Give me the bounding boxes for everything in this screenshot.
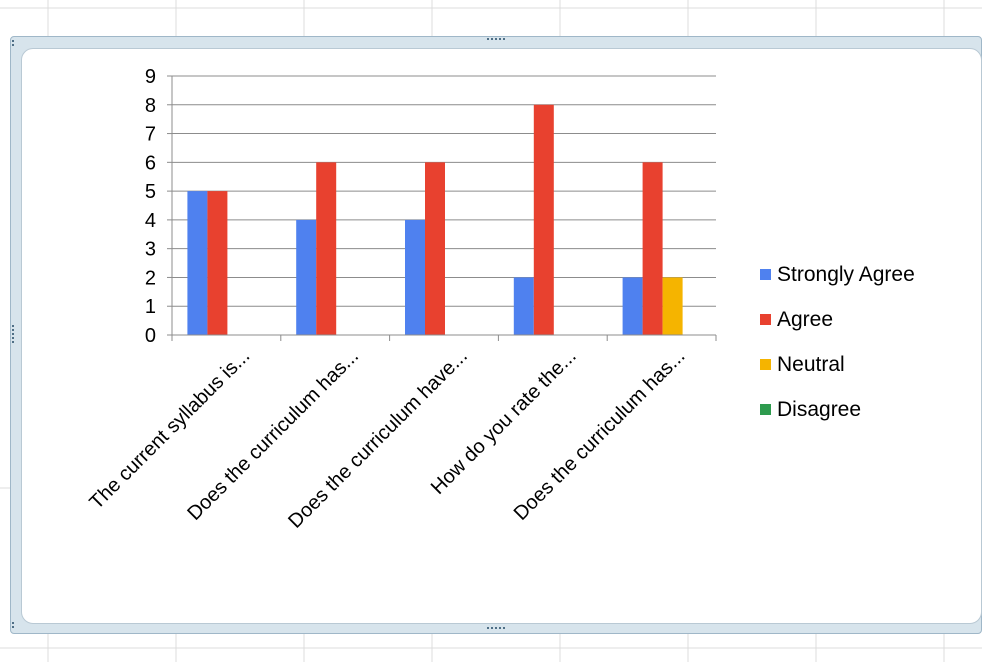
legend-item[interactable]: Disagree <box>760 387 980 432</box>
bar-strongly-agree[interactable] <box>622 277 643 335</box>
legend-swatch <box>760 359 771 370</box>
legend-swatch <box>760 269 771 280</box>
legend-swatch <box>760 404 771 415</box>
y-tick-label: 4 <box>145 210 156 232</box>
x-category-label: Does the curriculum have... <box>284 345 472 533</box>
y-tick-label: 7 <box>145 124 156 146</box>
bar-agree[interactable] <box>207 191 228 335</box>
bar-agree[interactable] <box>425 162 445 335</box>
bar-agree[interactable] <box>533 104 554 336</box>
y-tick-label: 3 <box>145 239 156 261</box>
legend-label: Agree <box>777 308 834 331</box>
y-tick-label: 2 <box>145 267 156 289</box>
legend-label: Strongly Agree <box>777 263 915 286</box>
y-tick-label: 0 <box>145 325 156 347</box>
bar-strongly-agree[interactable] <box>296 219 317 335</box>
legend-item[interactable]: Neutral <box>760 342 980 387</box>
legend-swatch <box>760 314 771 325</box>
y-tick-label: 6 <box>145 152 156 174</box>
bar-strongly-agree[interactable] <box>405 219 425 335</box>
legend-item[interactable]: Agree <box>760 297 980 342</box>
resize-handle-top-left[interactable] <box>12 40 14 46</box>
legend-label: Disagree <box>777 398 862 421</box>
legend-item[interactable]: Strongly Agree <box>760 252 980 297</box>
resize-handle-top[interactable] <box>487 38 505 40</box>
bar-agree[interactable] <box>642 162 663 335</box>
y-tick-label: 5 <box>145 181 156 203</box>
legend-label: Neutral <box>777 353 845 376</box>
bar-strongly-agree[interactable] <box>187 191 208 335</box>
resize-handle-bottom-left[interactable] <box>12 622 14 628</box>
y-tick-label: 9 <box>145 66 156 88</box>
chart-area[interactable] <box>21 48 982 624</box>
y-tick-label: 8 <box>145 95 156 117</box>
bar-agree[interactable] <box>316 162 337 335</box>
chart-legend[interactable]: Strongly Agree Agree Neutral Disagree <box>760 252 980 432</box>
x-category-label: Does the curriculum has... <box>183 345 363 525</box>
y-tick-label: 1 <box>145 296 156 318</box>
bar-neutral[interactable] <box>662 277 683 335</box>
resize-handle-bottom[interactable] <box>487 627 505 629</box>
x-category-label: Does the curriculum has... <box>510 345 690 525</box>
resize-handle-left[interactable] <box>12 325 14 343</box>
bar-strongly-agree[interactable] <box>513 277 534 335</box>
